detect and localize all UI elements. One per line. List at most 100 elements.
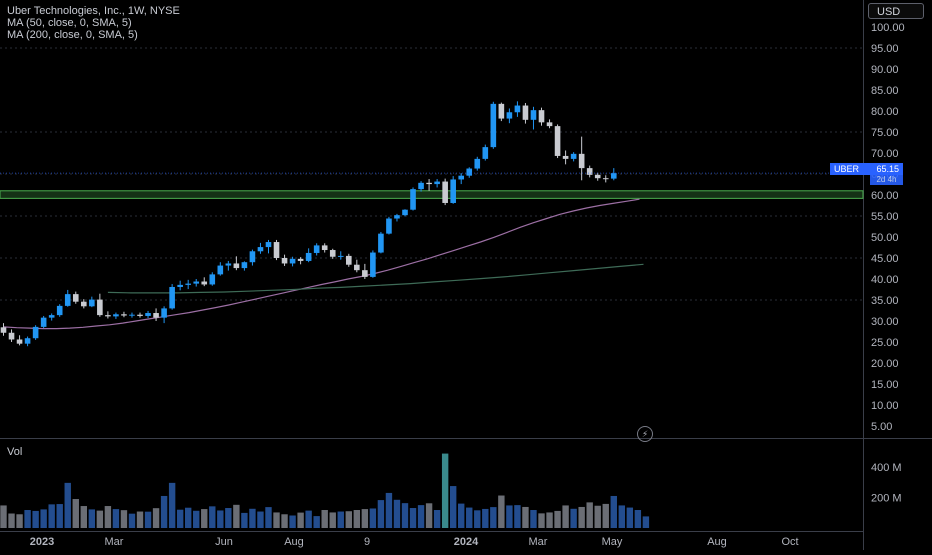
candle-body — [177, 284, 183, 287]
volume-bar — [265, 507, 272, 528]
volume-bar — [168, 482, 176, 528]
time-tick-label: Jun — [215, 536, 233, 548]
volume-bar — [329, 512, 336, 528]
volume-bar — [241, 512, 248, 528]
price-tick-label: 70.00 — [871, 148, 899, 160]
candle-body — [81, 301, 87, 307]
price-pane — [0, 0, 863, 438]
candle-body — [522, 105, 529, 120]
volume-bar — [642, 516, 650, 528]
time-tick-label: May — [602, 536, 623, 548]
volume-bar — [88, 509, 96, 528]
volume-bar — [474, 510, 481, 528]
candle-body — [48, 315, 55, 318]
candle-body — [354, 264, 360, 271]
volume-bar — [562, 505, 569, 528]
volume-bar — [626, 507, 634, 528]
volume-bar — [409, 508, 417, 528]
volume-bar — [385, 492, 393, 528]
volume-bar — [96, 510, 104, 528]
price-tick-label: 40.00 — [871, 274, 899, 286]
candle-body — [40, 317, 47, 327]
candle-body — [105, 315, 111, 317]
candle-body — [241, 262, 248, 269]
price-tick-label: 95.00 — [871, 43, 899, 55]
price-tag-value: 65.15 — [876, 164, 899, 174]
price-tick-label: 10.00 — [871, 400, 899, 412]
currency-selector[interactable]: USD — [868, 3, 924, 19]
candle-body — [32, 326, 39, 339]
volume-bar — [0, 505, 7, 528]
candle-body — [530, 110, 537, 120]
candle-body — [249, 251, 256, 263]
volume-bar — [345, 511, 352, 528]
volume-bar — [482, 508, 489, 528]
volume-bar — [112, 509, 120, 528]
price-tick-label: 75.00 — [871, 127, 899, 139]
volume-bar — [433, 510, 441, 528]
candle-body — [0, 327, 7, 333]
candle-body — [8, 332, 15, 340]
volume-bar — [24, 510, 31, 528]
volume-bar — [8, 513, 15, 528]
volume-bar — [289, 515, 296, 528]
chart-legend: Uber Technologies, Inc., 1W, NYSE MA (50… — [7, 5, 180, 41]
volume-bar — [578, 506, 585, 528]
volume-bar — [297, 512, 304, 528]
volume-bar — [586, 502, 593, 528]
chart-title[interactable]: Uber Technologies, Inc., 1W, NYSE — [7, 5, 180, 17]
volume-bar — [546, 512, 553, 528]
volume-bar — [184, 507, 192, 528]
volume-bar — [128, 513, 136, 528]
volume-bar — [305, 510, 312, 528]
candle-body — [161, 308, 167, 318]
volume-bar — [136, 511, 144, 528]
price-tick-label: 80.00 — [871, 106, 899, 118]
candle-body — [337, 255, 344, 257]
candle-body — [113, 314, 119, 317]
ma50-legend[interactable]: MA (50, close, 0, SMA, 5) — [7, 17, 132, 29]
volume-bar — [377, 500, 385, 528]
candle-body — [281, 258, 288, 264]
volume-bar — [570, 508, 577, 528]
volume-bar — [369, 508, 377, 528]
candle-body — [193, 281, 200, 284]
candle-body — [97, 299, 103, 316]
candle-body — [386, 218, 392, 234]
time-tick-label: Mar — [529, 536, 548, 548]
volume-bar — [337, 511, 344, 528]
candle-body — [145, 313, 151, 316]
candle-body — [506, 112, 513, 119]
volume-bar — [193, 510, 200, 528]
candle-body — [64, 294, 71, 306]
candle-body — [24, 338, 31, 344]
volume-tick-label: 200 M — [871, 493, 902, 505]
candle-body — [209, 274, 216, 285]
volume-bar — [498, 495, 505, 528]
volume-pane-label[interactable]: Vol — [7, 446, 23, 458]
price-tick-label: 45.00 — [871, 253, 899, 265]
volume-bar — [249, 508, 256, 528]
candle-body — [410, 189, 416, 210]
volume-bar — [225, 508, 232, 528]
candle-body — [514, 105, 521, 113]
price-tick-label: 100.00 — [871, 22, 905, 34]
price-tick-label: 85.00 — [871, 85, 899, 97]
candle-body — [273, 242, 280, 258]
lightning-icon[interactable]: ⚡ — [637, 426, 653, 442]
ma200-legend[interactable]: MA (200, close, 0, SMA, 5) — [7, 29, 138, 41]
candle-body — [602, 178, 609, 180]
candle-body — [345, 255, 352, 265]
price-tick-label: 90.00 — [871, 64, 899, 76]
candle-body — [321, 245, 328, 251]
candle-body — [474, 158, 481, 169]
volume-bar — [458, 503, 465, 528]
candle-body — [442, 181, 448, 203]
volume-bar — [176, 509, 184, 528]
candle-body — [121, 314, 127, 316]
volume-bar — [522, 506, 529, 528]
price-tick-label: 50.00 — [871, 232, 899, 244]
volume-bar — [48, 504, 55, 528]
